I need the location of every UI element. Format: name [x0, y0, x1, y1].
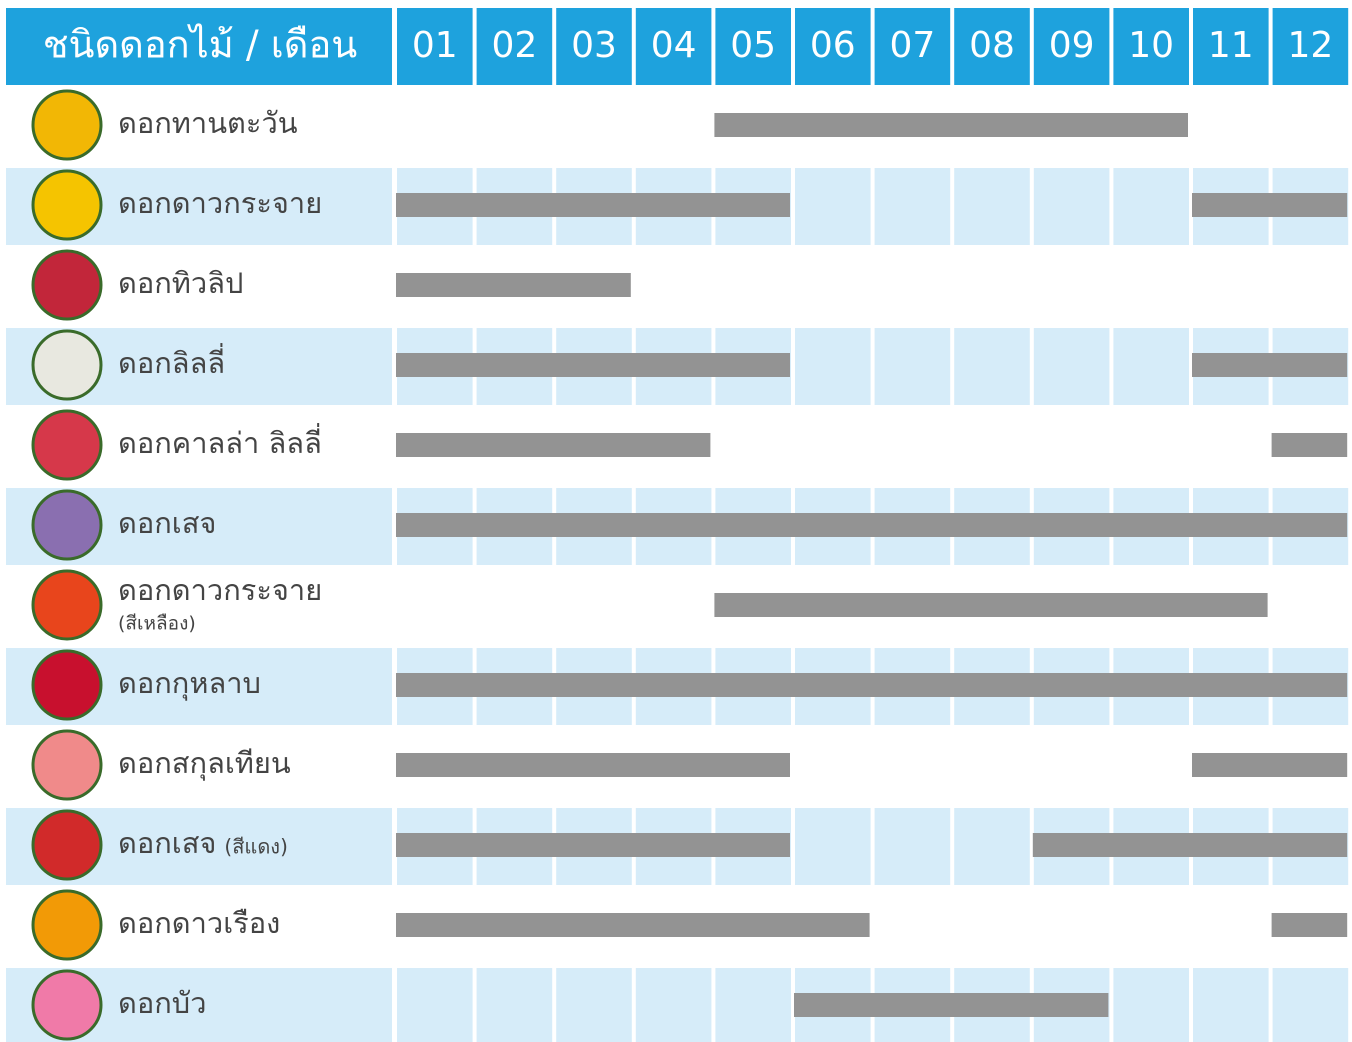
row-cell	[556, 968, 632, 1042]
flower-icon	[33, 731, 101, 799]
bloom-bar	[396, 673, 1347, 697]
flower-icon	[33, 331, 101, 399]
row-cell	[1034, 328, 1110, 405]
row-cell	[715, 968, 791, 1042]
row-cell	[1273, 968, 1349, 1042]
flower-name: ดอกกุหลาบ	[118, 666, 261, 701]
bloom-bar	[396, 353, 790, 377]
flower-note: (สีเหลือง)	[118, 613, 196, 635]
row-cell	[397, 968, 473, 1042]
bloom-bar	[1033, 833, 1347, 857]
flower-icon	[33, 171, 101, 239]
month-label: 08	[969, 25, 1015, 66]
month-label: 02	[491, 25, 537, 66]
month-label: 06	[810, 25, 856, 66]
row-cell	[636, 968, 712, 1042]
month-label: 05	[730, 25, 776, 66]
bloom-bar	[396, 513, 1347, 537]
flower-name: ดอกดาวเรือง	[118, 906, 280, 940]
row-cell	[875, 808, 951, 885]
row-cell	[1113, 168, 1189, 245]
row-cell	[1034, 168, 1110, 245]
bloom-chart: ชนิดดอกไม้ / เดือน 01 02 03 04 05 06 07 08 09 10 1…	[0, 0, 1352, 1042]
row-cell	[1113, 968, 1189, 1042]
row-cell	[954, 808, 1030, 885]
flower-icon	[33, 491, 101, 559]
flower-icon	[33, 411, 101, 479]
row-cell	[1113, 328, 1189, 405]
flower-name: ดอกลิลลี่	[118, 343, 225, 380]
row-cell	[875, 328, 951, 405]
month-label: 09	[1049, 25, 1095, 66]
row-cell	[477, 968, 553, 1042]
bloom-bar	[1192, 753, 1347, 777]
header-title: ชนิดดอกไม้ / เดือน	[43, 23, 358, 67]
bloom-bar	[396, 913, 870, 937]
month-label: 11	[1208, 25, 1254, 66]
flower-name: ดอกดาวกระจาย	[118, 186, 322, 220]
flower-icon	[33, 971, 101, 1039]
bloom-bar	[396, 833, 790, 857]
bloom-bar	[1192, 353, 1347, 377]
flower-icon	[33, 891, 101, 959]
flower-icon	[33, 571, 101, 639]
row-cell	[954, 168, 1030, 245]
bloom-bar	[1272, 433, 1348, 457]
bloom-bar	[396, 273, 631, 297]
month-label: 07	[889, 25, 935, 66]
flower-name: ดอกสกุลเทียน	[118, 746, 291, 781]
month-label: 12	[1287, 25, 1333, 66]
bloom-bar	[396, 753, 790, 777]
bloom-bar	[396, 433, 710, 457]
flower-name: ดอกเสจ	[118, 506, 216, 540]
page: ชนิดดอกไม้ / เดือน 01 02 03 04 05 06 07 08 09 10 1…	[0, 0, 1352, 1042]
flower-name: ดอกดาวกระจาย	[118, 573, 322, 607]
flower-name: ดอกทิวลิป	[118, 266, 243, 300]
bloom-bar	[714, 593, 1267, 617]
bloom-bar	[1272, 913, 1348, 937]
flower-icon	[33, 91, 101, 159]
flower-icon	[33, 811, 101, 879]
row-cell	[795, 168, 871, 245]
flower-name: ดอกเสจ	[118, 826, 216, 860]
bloom-bar	[794, 993, 1108, 1017]
flower-note: (สีแดง)	[224, 835, 287, 859]
row-cell	[1193, 968, 1269, 1042]
flower-name: ดอกคาลล่า ลิลลี่	[118, 423, 322, 460]
flower-name: ดอกบัว	[118, 986, 207, 1020]
flower-icon	[33, 651, 101, 719]
flower-icon	[33, 251, 101, 319]
month-label: 01	[412, 25, 458, 66]
month-label: 03	[571, 25, 617, 66]
row-cell	[795, 808, 871, 885]
row-cell	[954, 328, 1030, 405]
bloom-bar	[1192, 193, 1347, 217]
row-cell	[795, 328, 871, 405]
flower-name: ดอกทานตะวัน	[118, 106, 298, 140]
bloom-bar	[714, 113, 1188, 137]
row-cell	[875, 168, 951, 245]
bloom-bar	[396, 193, 790, 217]
month-label: 10	[1128, 25, 1174, 66]
month-label: 04	[651, 25, 697, 66]
